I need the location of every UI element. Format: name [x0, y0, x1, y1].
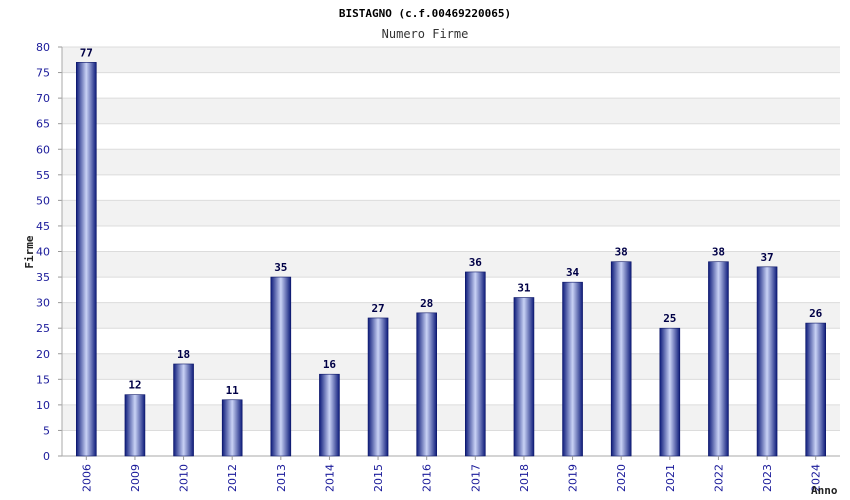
grid-band	[62, 47, 840, 73]
data-label: 36	[469, 256, 483, 269]
bar	[367, 317, 389, 457]
y-tick-label: 75	[36, 67, 50, 80]
x-tick-label: 2017	[469, 464, 482, 492]
x-tick-label: 2015	[372, 464, 385, 492]
bar	[416, 312, 437, 457]
grid-band	[62, 200, 840, 226]
y-tick-label: 35	[36, 271, 50, 284]
bar	[124, 394, 146, 457]
bar	[465, 271, 486, 457]
data-label: 77	[80, 46, 93, 59]
y-tick-label: 70	[36, 92, 50, 105]
data-label: 16	[323, 358, 337, 371]
x-tick-label: 2013	[275, 464, 288, 492]
y-tick-label: 40	[36, 246, 50, 259]
x-tick-label: 2016	[421, 464, 434, 492]
y-axis-label: Firme	[23, 235, 36, 268]
x-tick-label: 2009	[129, 464, 142, 492]
y-tick-label: 30	[36, 297, 50, 310]
bar	[513, 297, 535, 457]
data-label: 37	[760, 251, 773, 264]
bar	[610, 261, 632, 457]
grid-band	[62, 225, 840, 252]
data-label: 38	[712, 246, 725, 259]
x-tick-label: 2006	[80, 464, 93, 492]
data-label: 38	[615, 246, 628, 259]
y-tick-label: 50	[36, 194, 50, 207]
y-tick-label: 60	[36, 143, 50, 156]
x-tick-label: 2023	[761, 464, 774, 492]
y-tick-label: 45	[36, 220, 50, 233]
y-tick-label: 55	[36, 169, 50, 182]
x-tick-label: 2012	[226, 464, 239, 492]
data-label: 35	[274, 261, 287, 274]
x-tick-label: 2018	[518, 464, 531, 492]
grid-band	[62, 123, 840, 150]
grid-band	[62, 72, 840, 99]
data-label: 18	[177, 348, 190, 361]
x-tick-label: 2022	[712, 464, 725, 492]
bar	[221, 399, 243, 457]
plot-area: 0 5 10 15 20 25 30 35 40 45 50 55 60 65 70 75 80 77 2006 12…	[36, 41, 840, 492]
grid-band	[62, 174, 840, 201]
x-tick-label: 2014	[323, 464, 336, 492]
x-axis-label: Anno	[811, 484, 838, 497]
y-tick-label: 15	[36, 373, 50, 386]
chart-title: BISTAGNO (c.f.00469220065)	[339, 7, 511, 20]
bar	[708, 261, 729, 457]
bar	[319, 373, 340, 457]
y-tick-label: 5	[43, 424, 50, 437]
y-tick-label: 25	[36, 322, 50, 335]
data-label: 34	[566, 266, 580, 279]
chart-subtitle: Numero Firme	[382, 27, 469, 41]
data-label: 12	[128, 379, 141, 392]
y-tick-label: 65	[36, 118, 50, 131]
data-label: 27	[371, 302, 384, 315]
x-tick-label: 2010	[178, 464, 191, 492]
bar	[659, 327, 681, 457]
bar	[270, 276, 292, 457]
data-label: 11	[226, 384, 240, 397]
y-tick-label: 80	[36, 41, 50, 54]
data-label: 28	[420, 297, 433, 310]
grid-band	[62, 98, 840, 124]
x-tick-label: 2024	[810, 464, 823, 492]
bar	[76, 62, 97, 457]
bar	[562, 281, 583, 457]
data-label: 26	[809, 307, 823, 320]
y-tick-label: 10	[36, 399, 50, 412]
y-tick-label: 20	[36, 348, 50, 361]
bar	[173, 363, 194, 457]
grid-band	[62, 149, 840, 175]
x-tick-label: 2021	[664, 464, 677, 492]
bar	[805, 322, 826, 457]
data-label: 31	[517, 282, 531, 295]
data-label: 25	[663, 312, 676, 325]
y-tick-label: 0	[43, 450, 50, 463]
x-tick-label: 2019	[567, 464, 580, 492]
bar	[756, 266, 778, 457]
x-tick-label: 2020	[615, 464, 628, 492]
